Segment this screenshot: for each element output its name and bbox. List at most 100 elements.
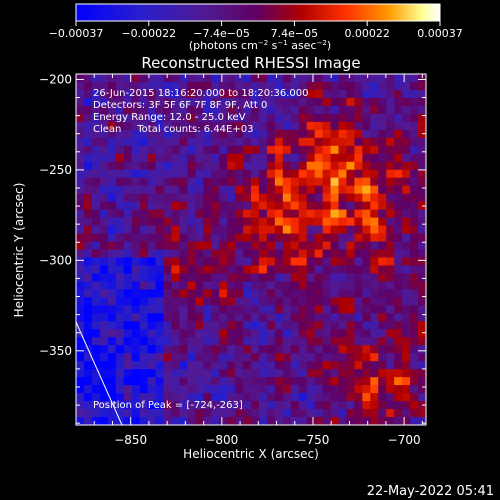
heatmap-cell	[147, 417, 157, 425]
heatmap-cell	[314, 129, 324, 139]
plot-frame	[75, 73, 427, 426]
heatmap-cell	[155, 393, 165, 402]
heatmap-cell	[179, 201, 188, 211]
heatmap-cell	[322, 137, 332, 147]
heatmap-cell	[243, 313, 252, 322]
heatmap-cell	[83, 209, 93, 219]
heatmap-cell	[410, 129, 419, 139]
heatmap-cell	[211, 201, 220, 211]
heatmap-cell	[410, 337, 419, 346]
heatmap-cell	[370, 281, 379, 290]
heatmap-cell	[203, 129, 212, 139]
heatmap-cell	[211, 145, 220, 155]
heatmap-cell	[362, 209, 371, 219]
heatmap-cell	[235, 161, 244, 171]
heatmap-cell	[290, 81, 300, 91]
heatmap-cell	[378, 329, 387, 338]
heatmap-cell	[354, 209, 363, 219]
heatmap-cell	[322, 377, 332, 386]
heatmap-cell	[91, 385, 101, 394]
heatmap-cell	[179, 209, 188, 219]
heatmap-cell	[179, 393, 188, 402]
heatmap-cell	[123, 273, 133, 283]
heatmap-cell	[290, 145, 300, 155]
heatmap-cell	[243, 289, 252, 298]
heatmap-cell	[346, 105, 355, 115]
heatmap-cell	[243, 409, 252, 418]
heatmap-cell	[251, 169, 260, 179]
heatmap-cell	[290, 193, 300, 203]
heatmap-cell	[243, 249, 252, 259]
heatmap-cell	[203, 401, 212, 410]
heatmap-cell	[107, 169, 117, 179]
heatmap-cell	[99, 289, 109, 298]
heatmap-cell	[298, 353, 308, 362]
heatmap-cell	[227, 105, 236, 115]
heatmap-cell	[123, 177, 133, 187]
heatmap-cell	[266, 225, 276, 235]
heatmap-cell	[410, 81, 419, 91]
heatmap-cell	[314, 233, 324, 243]
heatmap-cell	[274, 321, 284, 330]
heatmap-cell	[298, 217, 308, 227]
heatmap-cell	[298, 74, 308, 83]
heatmap-cell	[370, 409, 379, 418]
heatmap-cell	[251, 105, 260, 115]
heatmap-cell	[370, 249, 379, 259]
heatmap-cell	[394, 225, 403, 235]
heatmap-cell	[298, 329, 308, 338]
heatmap-cell	[179, 409, 188, 418]
heatmap-cell	[147, 313, 157, 322]
heatmap-cell	[402, 313, 411, 322]
heatmap-cell	[274, 121, 284, 131]
heatmap-cell	[171, 113, 180, 123]
heatmap-cell	[314, 393, 324, 402]
heatmap-cell	[346, 265, 355, 275]
heatmap-cell	[386, 281, 395, 290]
heatmap-cell	[362, 417, 371, 425]
heatmap-cell	[163, 353, 173, 362]
heatmap-cell	[115, 361, 125, 370]
heatmap-cell	[378, 321, 387, 330]
heatmap-cell	[163, 169, 173, 179]
heatmap-cell	[306, 113, 316, 123]
heatmap-cell	[378, 297, 387, 306]
heatmap-cell	[243, 361, 252, 370]
heatmap-cell	[306, 377, 316, 386]
heatmap-cell	[314, 313, 324, 322]
heatmap-cell	[354, 401, 363, 410]
heatmap-cell	[203, 89, 212, 99]
heatmap-cell	[123, 417, 133, 425]
heatmap-cell	[91, 201, 101, 211]
heatmap-cell	[227, 217, 236, 227]
heatmap-cell	[179, 329, 188, 338]
heatmap-cell	[76, 121, 85, 131]
heatmap-cell	[354, 273, 363, 283]
heatmap-cell	[155, 89, 165, 99]
heatmap-cell	[235, 257, 244, 267]
heatmap-cell	[123, 409, 133, 418]
heatmap-cell	[410, 353, 419, 362]
heatmap-cell	[298, 313, 308, 322]
heatmap-cell	[298, 193, 308, 203]
heatmap-cell	[195, 409, 204, 418]
heatmap-cell	[107, 377, 117, 386]
heatmap-cell	[394, 74, 403, 83]
heatmap-cell	[83, 81, 93, 91]
heatmap-cell	[258, 417, 268, 425]
heatmap-cell	[171, 169, 180, 179]
heatmap-cell	[354, 225, 363, 235]
heatmap-cell	[386, 353, 395, 362]
heatmap-cell	[139, 105, 149, 115]
heatmap-cell	[354, 89, 363, 99]
heatmap-cell	[171, 409, 180, 418]
heatmap-cell	[378, 353, 387, 362]
heatmap-cell	[370, 393, 379, 402]
annotations: 26-Jun-2015 18:16:20.000 to 18:20:36.000…	[93, 88, 309, 411]
heatmap-cell	[378, 409, 387, 418]
heatmap-cell	[314, 305, 324, 314]
heatmap-cell	[131, 417, 141, 425]
heatmap-cell	[298, 145, 308, 155]
heatmap-cell	[219, 89, 228, 99]
heatmap-cell	[155, 241, 165, 251]
